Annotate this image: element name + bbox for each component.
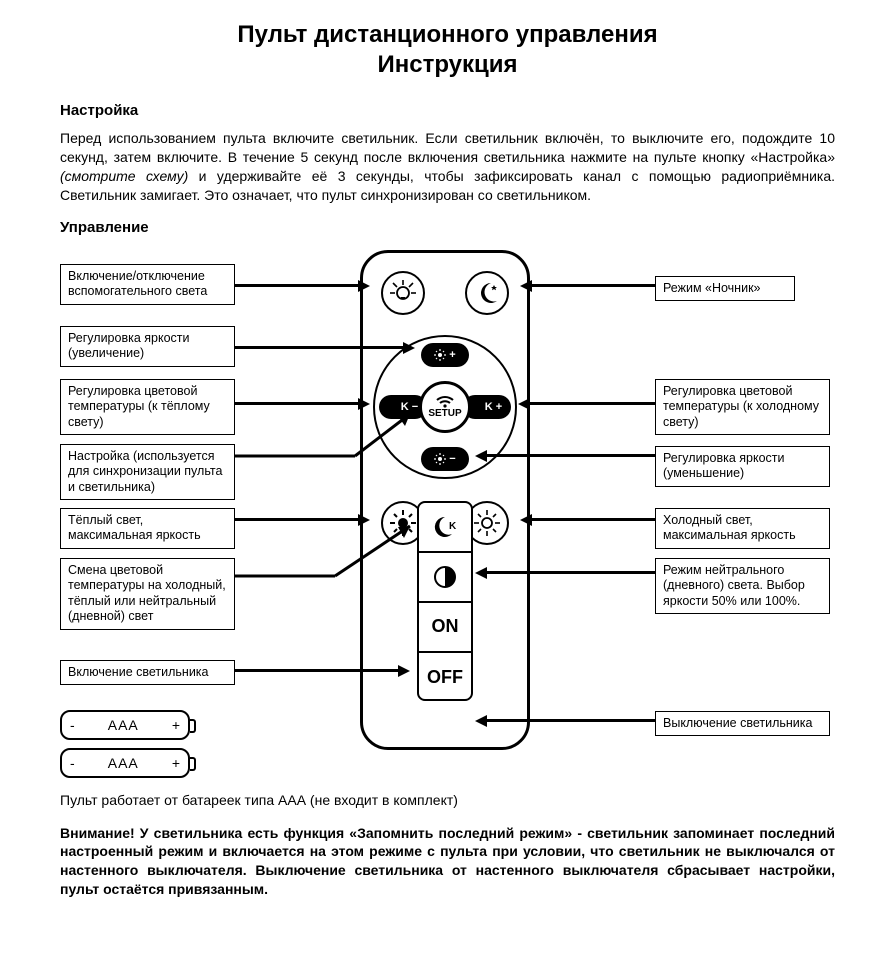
- on-button: ON: [419, 603, 471, 653]
- half-circle-icon: [431, 563, 459, 591]
- battery-minus: -: [70, 717, 75, 733]
- aux-light-button: [381, 271, 425, 315]
- brightness-up-button: +: [421, 343, 469, 367]
- label-setup: Настройка (используется для синхронизаци…: [60, 444, 235, 501]
- label-bright-up: Регулировка яркости (увеличение): [60, 326, 235, 367]
- svg-text:K: K: [449, 521, 457, 532]
- setup-text-italic: (смотрите схему): [60, 168, 188, 184]
- label-on: Включение светильника: [60, 660, 235, 686]
- battery-tip-icon: [190, 719, 196, 733]
- label-ct-cold: Регулировка цветовой температуры (к холо…: [655, 379, 830, 436]
- label-warm-max: Тёплый свет, максимальная яркость: [60, 508, 235, 549]
- sun-outline-icon: [473, 509, 501, 537]
- night-mode-button: [465, 271, 509, 315]
- label-aux-light: Включение/отключение вспомогательного св…: [60, 264, 235, 305]
- batteries-block: - AAA + - AAA +: [60, 710, 190, 786]
- battery-note: Пульт работает от батареек типа ААА (не …: [60, 792, 835, 808]
- neutral-mode-button: [419, 553, 471, 603]
- title-line-2: Инструкция: [377, 51, 517, 78]
- label-bright-down: Регулировка яркости (уменьшение): [655, 446, 830, 487]
- sun-small-icon: [434, 349, 446, 361]
- remote-body: + K − K + −: [360, 250, 530, 750]
- battery-tip-icon: [190, 757, 196, 771]
- setup-text-pre: Перед использованием пульта включите све…: [60, 130, 835, 165]
- section-setup-heading: Настройка: [60, 102, 835, 119]
- battery-plus: +: [172, 717, 180, 733]
- setup-paragraph: Перед использованием пульта включите све…: [60, 129, 835, 205]
- label-night-mode: Режим «Ночник»: [655, 276, 795, 302]
- moon-star-icon: [474, 280, 500, 306]
- moon-tiny-icon: [472, 402, 482, 412]
- warning-paragraph: Внимание! У светильника есть функция «За…: [60, 824, 835, 900]
- mode-stack: K ON OFF: [417, 501, 473, 701]
- label-ct-cycle: Смена цветовой температуры на холодный, …: [60, 558, 235, 631]
- ct-cycle-button: K: [419, 503, 471, 553]
- battery-2: - AAA +: [60, 748, 190, 778]
- off-button: OFF: [419, 653, 471, 701]
- bulb-rays-icon: [388, 278, 418, 308]
- page-title: Пульт дистанционного управления Инструкц…: [60, 20, 835, 80]
- battery-minus: -: [70, 755, 75, 771]
- on-text: ON: [432, 616, 459, 637]
- sun-small-icon: [434, 453, 446, 465]
- label-neutral: Режим нейтрального (дневного) света. Выб…: [655, 558, 830, 615]
- battery-plus: +: [172, 755, 180, 771]
- k-plus-text: K: [485, 401, 493, 413]
- battery-1: - AAA +: [60, 710, 190, 740]
- title-line-1: Пульт дистанционного управления: [237, 21, 657, 48]
- label-off: Выключение светильника: [655, 711, 830, 737]
- wifi-icon: [435, 394, 455, 408]
- moon-k-icon: K: [431, 513, 459, 541]
- battery-type: AAA: [81, 717, 166, 733]
- label-cold-max: Холодный свет, максимальная яркость: [655, 508, 830, 549]
- section-control-heading: Управление: [60, 219, 835, 236]
- label-ct-warm: Регулировка цветовой температуры (к тёпл…: [60, 379, 235, 436]
- off-text: OFF: [427, 667, 463, 688]
- remote-diagram: + K − K + −: [60, 246, 835, 786]
- battery-type: AAA: [81, 755, 166, 771]
